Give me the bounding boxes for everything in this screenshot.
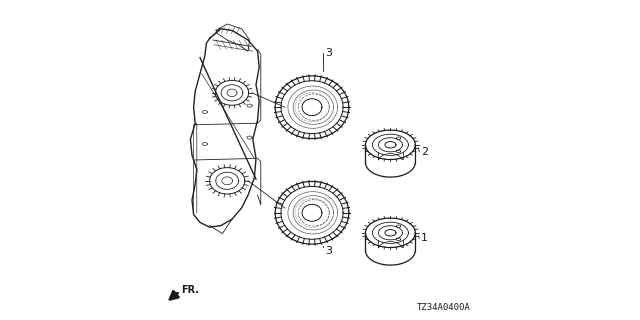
Text: TZ34A0400A: TZ34A0400A (417, 303, 470, 312)
Text: 1: 1 (421, 233, 428, 244)
Text: 3: 3 (325, 246, 332, 256)
Text: FR.: FR. (182, 285, 200, 295)
Text: 3: 3 (325, 48, 332, 58)
Text: 2: 2 (421, 147, 428, 157)
